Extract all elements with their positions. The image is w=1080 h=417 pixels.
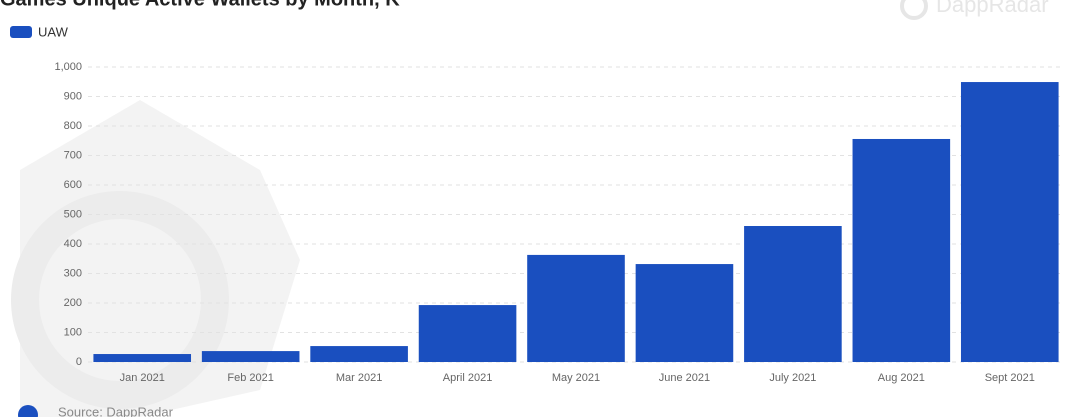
y-tick-label: 500 [64, 208, 82, 220]
x-tick-label: June 2021 [659, 372, 710, 384]
watermark: DappRadar [936, 0, 1049, 17]
y-tick-label: 900 [64, 90, 82, 102]
bar [201, 351, 300, 362]
legend-label: UAW [38, 24, 69, 39]
bar [635, 264, 734, 362]
bar [960, 82, 1059, 363]
x-tick-label: Mar 2021 [336, 372, 382, 384]
y-tick-label: 600 [64, 179, 82, 191]
x-tick-label: Feb 2021 [227, 372, 273, 384]
x-tick-label: Aug 2021 [878, 372, 925, 384]
watermark-shape [20, 100, 300, 417]
chart-title: Games Unique Active Wallets by Month, K [0, 0, 400, 10]
source: Source: DappRadar [58, 404, 174, 417]
y-tick-label: 800 [64, 120, 82, 132]
y-tick-label: 200 [64, 297, 82, 309]
bar [527, 254, 625, 362]
y-tick-label: 400 [64, 238, 82, 250]
x-tick-label: Sept 2021 [985, 372, 1035, 384]
bar [744, 226, 842, 362]
y-tick-label: 0 [76, 356, 82, 368]
y-tick-label: 300 [64, 267, 82, 279]
bar [310, 346, 408, 362]
y-tick-label: 100 [64, 326, 82, 338]
bar [852, 138, 951, 362]
legend-swatch [10, 26, 32, 38]
x-tick-label: Jan 2021 [120, 372, 165, 384]
x-tick-label: April 2021 [443, 372, 493, 384]
x-tick-label: July 2021 [769, 372, 816, 384]
y-tick-label: 700 [64, 149, 82, 161]
y-tick-label: 1,000 [54, 61, 82, 73]
source-icon [18, 405, 38, 417]
x-tick-label: May 2021 [552, 372, 600, 384]
watermark-logo [900, 0, 928, 20]
bar [418, 305, 517, 362]
watermark-ring [11, 191, 229, 409]
bar [93, 354, 192, 362]
